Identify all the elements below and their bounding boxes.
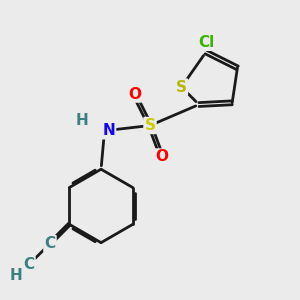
Text: N: N [102,123,115,138]
Text: C: C [44,236,56,251]
Text: O: O [156,149,169,164]
Text: S: S [176,80,187,94]
Text: C: C [23,257,34,272]
Text: S: S [145,118,155,133]
Text: O: O [128,87,141,102]
Text: H: H [75,113,88,128]
Text: H: H [10,268,22,283]
Text: Cl: Cl [198,35,214,50]
